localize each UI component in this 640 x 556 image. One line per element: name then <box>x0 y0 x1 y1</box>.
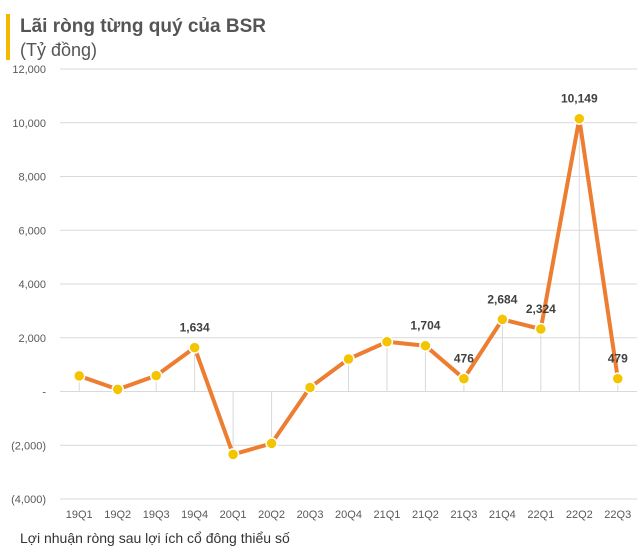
x-tick-label: 19Q2 <box>104 509 131 521</box>
x-tick-label: 20Q1 <box>220 509 247 521</box>
data-point <box>72 369 86 383</box>
y-tick-label: 2,000 <box>18 333 46 345</box>
x-tick-label: 21Q1 <box>374 509 401 521</box>
data-point <box>111 383 124 396</box>
x-tick-label: 22Q2 <box>566 509 593 521</box>
data-point <box>611 372 625 385</box>
accent-bar <box>6 14 10 60</box>
series-line <box>77 116 620 457</box>
x-tick-label: 20Q3 <box>297 509 324 521</box>
chart-unit-label: (Tỷ đồng) <box>20 40 98 60</box>
series-markers <box>72 112 625 461</box>
data-point <box>149 369 163 382</box>
y-tick-label: 12,000 <box>12 64 46 76</box>
y-tick-label: - <box>42 387 46 399</box>
series-line-path <box>77 116 620 457</box>
x-tick-label: 19Q1 <box>66 509 93 521</box>
x-axis-ticks: 19Q1 19Q2 19Q3 19Q4 20Q1 20Q2 20Q3 20Q4 21Q1 21Q2… <box>66 509 631 521</box>
data-point <box>573 112 586 125</box>
data-point <box>534 322 548 336</box>
drop-lines <box>78 118 619 455</box>
y-tick-label: 8,000 <box>18 172 46 184</box>
x-tick-label: 20Q2 <box>258 509 285 521</box>
data-point <box>226 448 240 461</box>
x-tick-label: 22Q3 <box>604 509 631 521</box>
y-tick-label: 10,000 <box>12 118 46 130</box>
data-point <box>496 313 509 326</box>
x-tick-label: 21Q3 <box>450 509 477 521</box>
data-point <box>342 352 355 366</box>
data-point <box>419 339 432 352</box>
y-tick-label: (4,000) <box>11 494 46 506</box>
legend-footnote: Lợi nhuận ròng sau lợi ích cổ đông thiểu… <box>20 530 290 546</box>
y-tick-label: (2,000) <box>11 440 46 452</box>
data-label: 1,704 <box>410 319 440 333</box>
data-label: 2,684 <box>487 292 517 306</box>
chart-title: Lãi ròng từng quý của BSR <box>20 16 266 37</box>
y-tick-label: 6,000 <box>18 225 46 237</box>
data-label: 2,324 <box>526 302 556 316</box>
data-label: 476 <box>454 352 474 366</box>
x-tick-label: 22Q1 <box>527 509 554 521</box>
data-label: 479 <box>608 352 628 366</box>
data-point <box>457 372 471 385</box>
x-tick-label: 20Q4 <box>335 509 362 521</box>
x-tick-label: 19Q3 <box>143 509 170 521</box>
y-axis-ticks: 12,000 10,000 8,000 6,000 4,000 2,000 - (2,000)… <box>11 64 46 506</box>
x-tick-label: 21Q2 <box>412 509 439 521</box>
x-tick-label: 19Q4 <box>181 509 208 521</box>
y-tick-label: 4,000 <box>18 279 46 291</box>
data-label: 10,149 <box>561 92 598 106</box>
x-tick-label: 21Q4 <box>489 509 516 521</box>
data-point <box>303 381 317 394</box>
data-point <box>265 437 278 450</box>
data-point <box>188 341 201 354</box>
data-labels: 1,634 1,704 476 2,684 2,324 10,149 479 <box>180 92 628 366</box>
data-label: 1,634 <box>180 321 210 335</box>
data-point <box>380 335 394 349</box>
